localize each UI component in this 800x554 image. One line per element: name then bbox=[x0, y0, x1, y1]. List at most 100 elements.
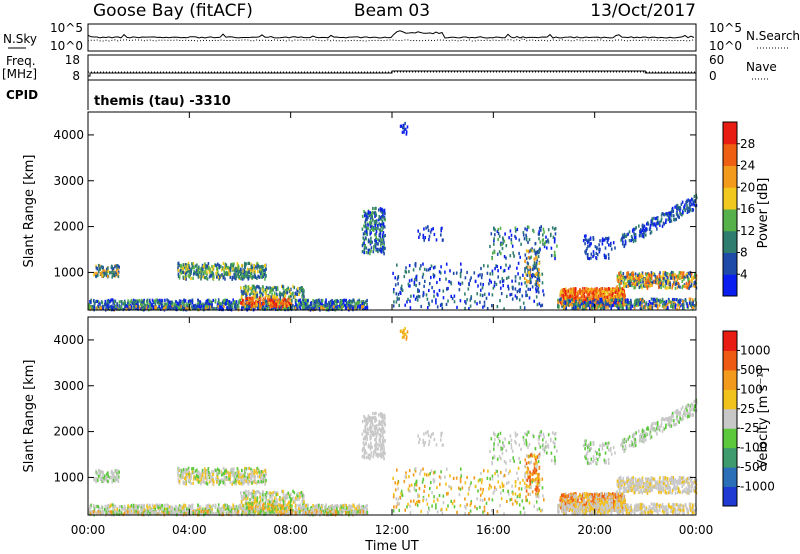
power-echo bbox=[686, 274, 688, 278]
power-echo bbox=[439, 277, 441, 282]
power-echo bbox=[187, 269, 190, 273]
power-echo bbox=[440, 302, 443, 306]
power-echo bbox=[627, 232, 629, 236]
power-echo bbox=[676, 210, 678, 214]
power-echo bbox=[503, 255, 506, 259]
power-echo bbox=[418, 235, 420, 239]
power-echo bbox=[178, 274, 181, 278]
power-echo bbox=[692, 302, 694, 306]
power-echo bbox=[169, 300, 171, 304]
power-echo bbox=[593, 298, 596, 302]
power-echo bbox=[573, 296, 575, 300]
power-echo bbox=[514, 287, 517, 291]
power-echo bbox=[586, 288, 589, 292]
power-echo bbox=[376, 247, 379, 251]
power-echo bbox=[618, 282, 621, 286]
power-echo bbox=[608, 287, 610, 291]
power-echo bbox=[637, 273, 639, 277]
power-echo bbox=[284, 289, 287, 293]
power-ylabel: Slant Range [km] bbox=[22, 155, 37, 268]
power-echo bbox=[95, 299, 97, 304]
power-echo bbox=[640, 301, 643, 305]
power-echo bbox=[595, 295, 598, 299]
power-echo bbox=[210, 270, 212, 274]
power-echo bbox=[307, 302, 309, 306]
power-echo bbox=[213, 306, 215, 311]
power-echo bbox=[117, 272, 119, 276]
power-echo bbox=[599, 290, 602, 294]
power-echo bbox=[529, 277, 531, 281]
power-echo bbox=[284, 302, 286, 306]
power-echo bbox=[694, 284, 696, 288]
freq-unit-label: [MHz] bbox=[2, 67, 37, 81]
power-echo bbox=[375, 213, 378, 217]
power-echo bbox=[624, 300, 626, 304]
power-echo bbox=[219, 275, 221, 279]
power-echo bbox=[380, 250, 383, 254]
power-echo bbox=[660, 286, 662, 290]
power-echo bbox=[366, 298, 368, 303]
nsearch-trace bbox=[87, 37, 695, 42]
power-echo bbox=[192, 272, 195, 276]
power-echo bbox=[606, 291, 608, 295]
power-echo bbox=[192, 276, 194, 280]
power-echo bbox=[167, 302, 170, 307]
power-echo bbox=[527, 225, 530, 229]
power-echo bbox=[312, 298, 314, 303]
power-echo bbox=[130, 298, 133, 303]
power-echo bbox=[362, 304, 364, 309]
power-echo bbox=[173, 306, 176, 310]
power-echo bbox=[611, 298, 613, 302]
power-echo bbox=[332, 307, 334, 311]
power-echo bbox=[430, 264, 433, 268]
power-echo bbox=[486, 271, 489, 275]
power-echo bbox=[267, 300, 269, 304]
power-echo bbox=[669, 272, 672, 276]
power-echo bbox=[124, 301, 127, 305]
power-echo bbox=[228, 269, 230, 273]
power-echo bbox=[587, 297, 589, 301]
power-echo bbox=[542, 227, 545, 231]
power-echo bbox=[401, 288, 403, 292]
power-echo bbox=[138, 305, 141, 310]
power-echo bbox=[377, 226, 379, 230]
power-echo bbox=[246, 273, 249, 277]
power-echo bbox=[688, 199, 691, 203]
power-echo bbox=[654, 222, 656, 226]
power-echo bbox=[302, 300, 304, 305]
power-echo bbox=[612, 289, 615, 293]
power-echo bbox=[577, 290, 579, 294]
power-echo bbox=[262, 265, 264, 269]
power-echo bbox=[204, 262, 206, 266]
power-echo bbox=[166, 302, 169, 306]
power-echo bbox=[118, 265, 120, 269]
power-echo bbox=[508, 236, 510, 240]
power-echo bbox=[245, 262, 248, 266]
power-echo bbox=[609, 299, 612, 303]
power-echo bbox=[447, 299, 449, 303]
power-echo bbox=[407, 297, 409, 301]
power-echo bbox=[131, 300, 133, 305]
power-echo bbox=[486, 307, 489, 311]
power-echo bbox=[226, 273, 229, 277]
power-echo bbox=[250, 264, 253, 268]
power-echo bbox=[627, 284, 629, 289]
velocity-echo bbox=[106, 507, 108, 511]
power-echo bbox=[260, 270, 263, 274]
power-echo bbox=[400, 286, 402, 291]
power-echo bbox=[464, 300, 466, 304]
power-echo bbox=[145, 306, 148, 310]
power-echo bbox=[361, 250, 364, 254]
power-echo bbox=[158, 305, 160, 309]
power-echo bbox=[400, 284, 403, 288]
power-echo bbox=[679, 209, 681, 213]
velocity-echo bbox=[344, 503, 346, 507]
power-echo bbox=[543, 245, 546, 249]
power-echo bbox=[479, 282, 482, 286]
power-echo bbox=[399, 290, 401, 294]
power-echo bbox=[283, 304, 286, 308]
power-echo bbox=[681, 213, 683, 217]
power-echo bbox=[321, 301, 323, 306]
power-echo bbox=[469, 298, 472, 302]
power-echo bbox=[683, 306, 685, 310]
